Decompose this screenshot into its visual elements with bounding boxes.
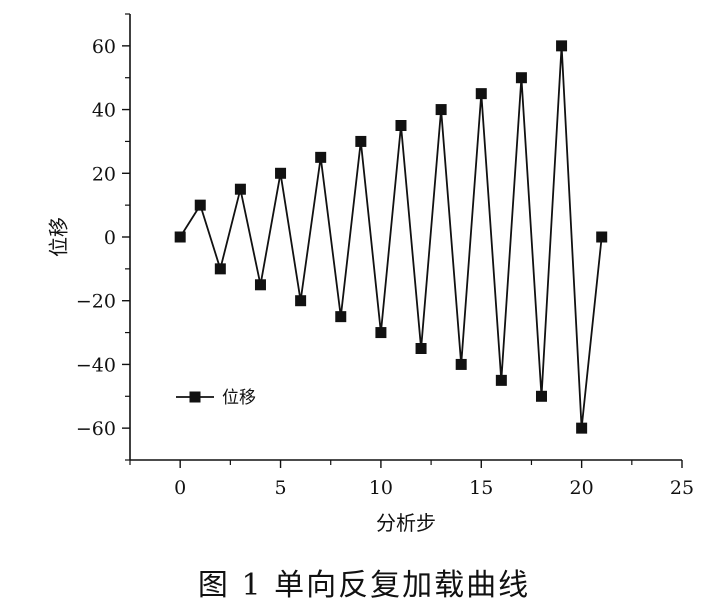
y-tick-label: −40 xyxy=(76,354,116,376)
x-tick-label: 20 xyxy=(570,477,594,499)
y-tick-label: 0 xyxy=(104,227,116,249)
x-tick-label: 15 xyxy=(469,477,493,499)
series-line xyxy=(179,45,603,429)
data-point xyxy=(596,231,608,243)
data-point xyxy=(375,327,387,339)
data-point xyxy=(435,104,447,116)
x-tick-label: 25 xyxy=(670,477,694,499)
x-tick-label: 0 xyxy=(174,477,186,499)
data-point xyxy=(315,151,327,163)
y-tick-label: 40 xyxy=(92,100,116,122)
x-tick-label: 10 xyxy=(369,477,393,499)
x-axis-title: 分析步 xyxy=(376,511,436,535)
legend: 位移 xyxy=(176,388,256,408)
data-point xyxy=(275,167,287,179)
data-point xyxy=(174,231,186,243)
data-point xyxy=(535,390,547,402)
chart: 0 5 10 15 20 25 −60 −40 −20 0 20 40 60 位移 分析步 位移 xyxy=(47,13,694,535)
series xyxy=(174,40,608,434)
data-point xyxy=(254,279,266,291)
y-tick-label: −20 xyxy=(76,291,116,313)
data-point xyxy=(355,135,367,147)
data-point xyxy=(395,120,407,131)
y-tick-label: 20 xyxy=(92,163,116,185)
y-axis-title: 位移 xyxy=(47,217,71,257)
data-point xyxy=(556,40,568,52)
legend-label: 位移 xyxy=(222,388,256,408)
axes: 0 5 10 15 20 25 −60 −40 −20 0 20 40 60 xyxy=(76,13,694,499)
data-point xyxy=(495,374,507,386)
data-point xyxy=(214,263,226,275)
data-point xyxy=(415,343,427,354)
x-tick-label: 5 xyxy=(274,477,286,499)
data-point xyxy=(335,311,347,323)
data-point xyxy=(515,72,527,84)
figure-caption: 图 1 单向反复加载曲线 xyxy=(197,568,531,603)
data-point xyxy=(455,358,467,370)
data-point xyxy=(576,422,588,434)
y-tick-label: 60 xyxy=(92,36,116,58)
data-point xyxy=(234,183,246,195)
legend-marker xyxy=(189,391,201,403)
data-point xyxy=(194,199,206,211)
data-point xyxy=(475,88,487,100)
data-point xyxy=(295,295,307,307)
y-tick-label: −60 xyxy=(76,418,116,440)
